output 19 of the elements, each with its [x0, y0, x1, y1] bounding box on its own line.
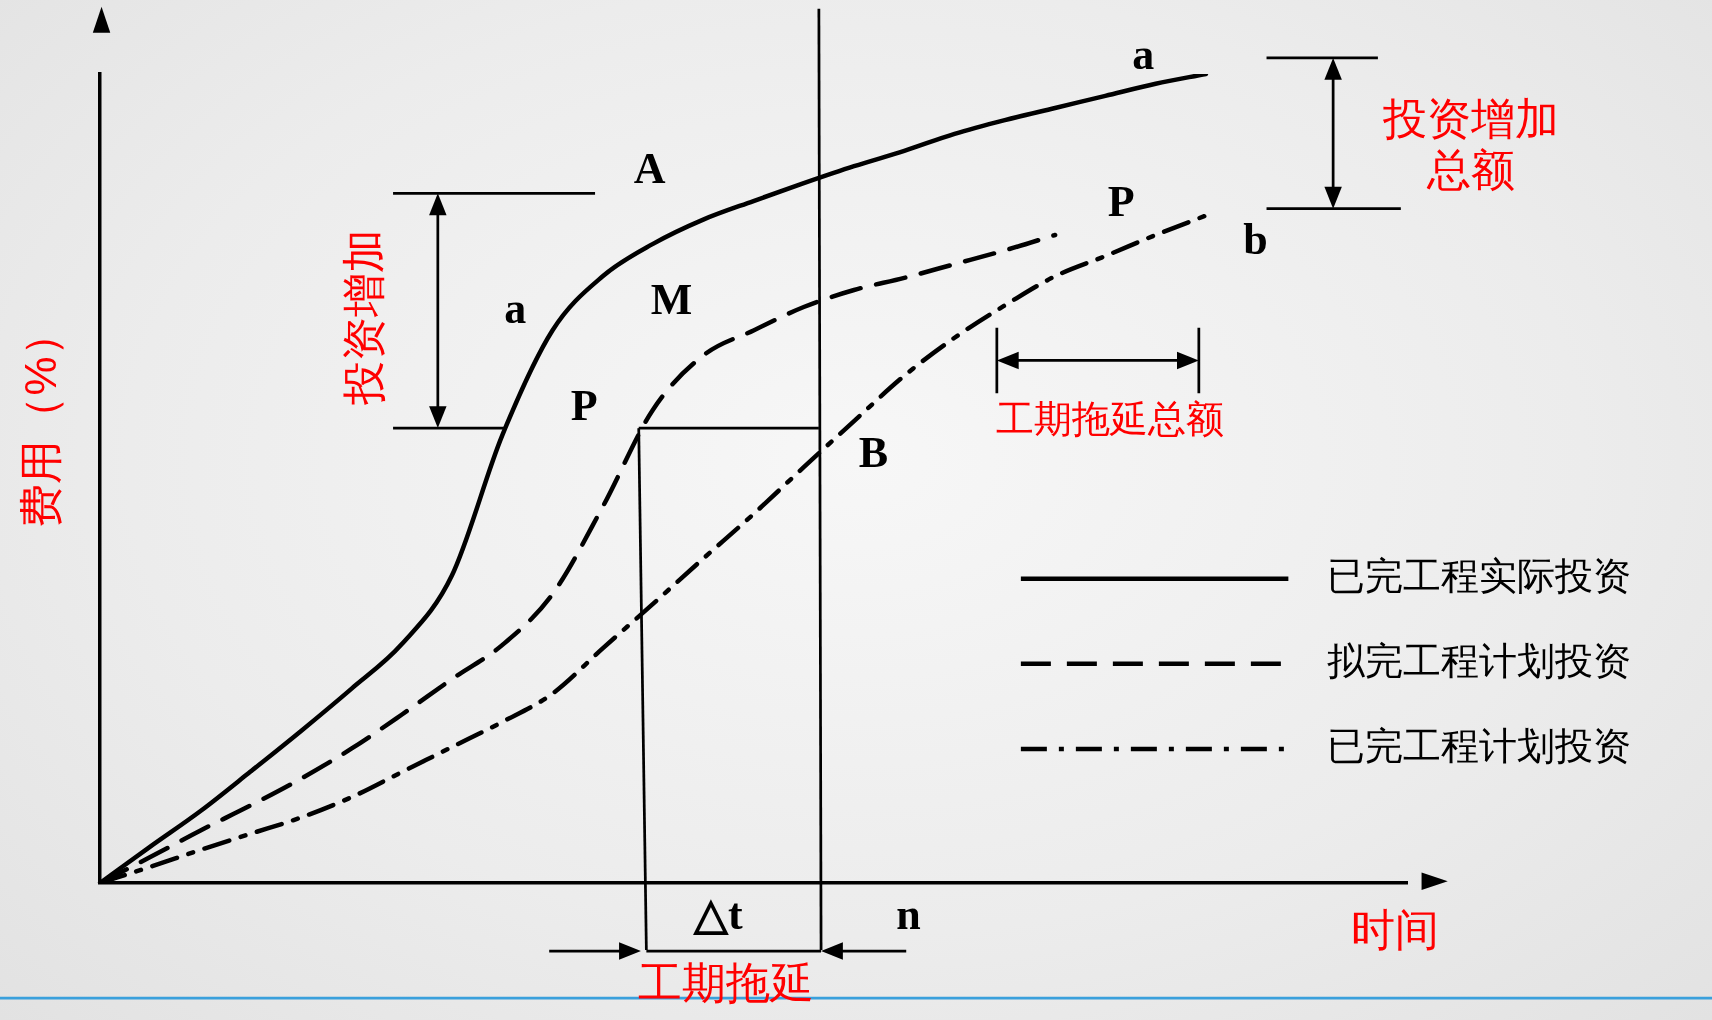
- annotation: M: [650, 274, 693, 326]
- annotation: b: [1243, 214, 1268, 266]
- text: 工期拖延: [638, 957, 815, 1008]
- annotation: 投资增加: [338, 228, 389, 405]
- annotation: P: [570, 380, 598, 432]
- annotation: 工期拖延总额: [996, 398, 1225, 443]
- annotation: a: [1132, 29, 1155, 80]
- text: n: [896, 889, 921, 941]
- x-axis-title: 时间: [1351, 904, 1440, 956]
- text: 已完工程实际投资: [1326, 555, 1631, 598]
- annotation: A: [633, 143, 666, 195]
- text: 已完工程计划投资: [1326, 725, 1631, 768]
- y-axis-title: 费用（%）: [16, 312, 67, 528]
- annotation: B: [858, 427, 889, 479]
- annotation: a: [504, 283, 527, 335]
- text: 拟完工程计划投资: [1326, 640, 1631, 683]
- text: △t: [694, 889, 743, 941]
- annotation: 投资增加总额: [1381, 94, 1560, 196]
- annotation: P: [1107, 176, 1135, 228]
